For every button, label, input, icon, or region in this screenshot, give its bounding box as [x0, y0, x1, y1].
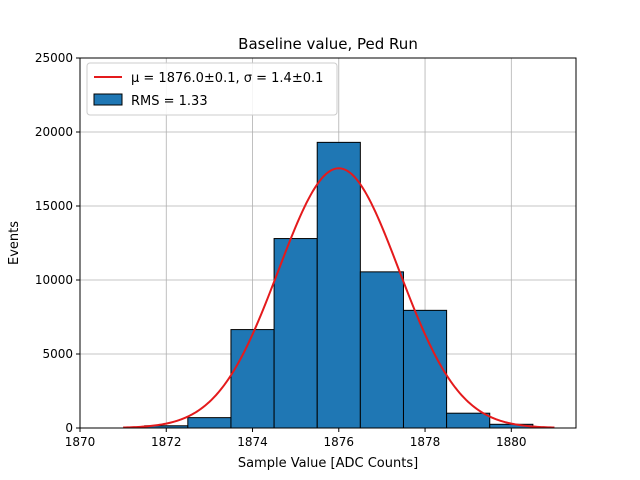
y-tick-label: 0: [65, 421, 73, 435]
histogram-bar: [273, 238, 318, 429]
legend-histogram-patch: [93, 93, 123, 106]
legend: μ = 1876.0±0.1, σ = 1.4±0.1 RMS = 1.33: [86, 62, 338, 116]
legend-box: [86, 62, 338, 116]
histogram-bar: [230, 329, 275, 429]
histogram-bar: [402, 309, 448, 429]
histogram-bars: [144, 141, 534, 429]
x-tick-label: 1870: [65, 435, 96, 449]
x-tick-label: 1880: [496, 435, 527, 449]
histogram-bar: [359, 271, 404, 429]
y-axis-label: Events: [7, 221, 22, 265]
x-axis-label: Sample Value [ADC Counts]: [238, 456, 418, 471]
histogram-bar: [446, 412, 491, 429]
y-tick-label: 20000: [35, 125, 73, 139]
y-tick-label: 25000: [35, 51, 73, 65]
y-tick-label: 5000: [42, 347, 73, 361]
y-axis-ticks: 0 5000 10000 15000 20000 25000: [35, 51, 80, 435]
gaussian-fit-curve: [123, 167, 555, 429]
x-tick-label: 1878: [410, 435, 441, 449]
plot-frame: [79, 57, 577, 429]
x-axis-ticks: 1870 1872 1874 1876 1878 1880: [65, 428, 527, 449]
legend-histogram-label: RMS = 1.33: [131, 94, 208, 109]
histogram-bar: [316, 141, 361, 429]
y-tick-label: 10000: [35, 273, 73, 287]
x-tick-label: 1876: [324, 435, 355, 449]
chart-title: Baseline value, Ped Run: [238, 35, 418, 53]
y-tick-label: 15000: [35, 199, 73, 213]
histogram-bar: [187, 417, 232, 429]
x-tick-label: 1874: [237, 435, 268, 449]
x-tick-label: 1872: [151, 435, 182, 449]
legend-fit-label: μ = 1876.0±0.1, σ = 1.4±0.1: [131, 71, 323, 86]
